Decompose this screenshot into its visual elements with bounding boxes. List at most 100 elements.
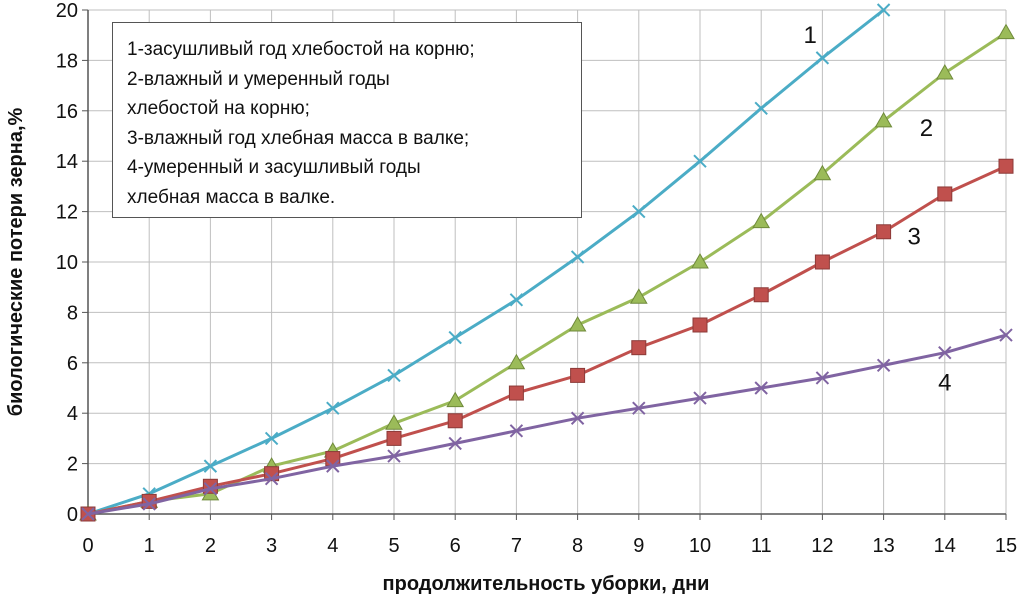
data-point bbox=[876, 358, 891, 373]
x-tick-label: 10 bbox=[689, 535, 711, 557]
data-point bbox=[507, 353, 526, 370]
y-tick-label: 14 bbox=[56, 151, 78, 173]
data-point bbox=[264, 472, 279, 486]
series-4 bbox=[81, 328, 1013, 521]
x-tick-label: 2 bbox=[205, 535, 216, 557]
series-labels: 1 2 3 4 bbox=[803, 22, 951, 397]
y-axis-label: биологические потери зерна,% bbox=[5, 107, 27, 416]
x-tick-label: 15 bbox=[995, 535, 1017, 557]
y-tick-label: 10 bbox=[56, 252, 78, 274]
data-point bbox=[999, 328, 1013, 342]
data-point bbox=[81, 507, 95, 521]
data-point bbox=[203, 482, 218, 496]
data-point bbox=[570, 367, 586, 383]
data-point bbox=[386, 430, 402, 446]
data-point bbox=[874, 111, 893, 128]
data-point bbox=[815, 51, 830, 65]
series-label-4: 4 bbox=[938, 370, 951, 397]
data-point bbox=[448, 436, 462, 451]
x-tick-label: 12 bbox=[811, 535, 833, 557]
series-3 bbox=[80, 158, 1014, 522]
x-tick-label: 3 bbox=[266, 535, 277, 557]
legend-line: хлебостой на корню; bbox=[127, 98, 310, 119]
data-point bbox=[570, 250, 585, 264]
data-point bbox=[754, 101, 768, 115]
legend-line: 3-влажный год хлебная масса в валке; bbox=[127, 127, 470, 149]
y-tick-label: 0 bbox=[67, 504, 78, 526]
y-tick-label: 16 bbox=[56, 101, 78, 123]
data-point bbox=[203, 459, 218, 473]
x-tick-label: 0 bbox=[82, 535, 93, 557]
x-tick-label: 11 bbox=[751, 535, 772, 557]
x-tick-label: 8 bbox=[572, 535, 583, 557]
data-point bbox=[998, 158, 1014, 174]
series-line-4 bbox=[87, 333, 1007, 516]
data-point bbox=[876, 224, 892, 240]
data-point bbox=[692, 317, 708, 333]
data-point bbox=[448, 330, 462, 345]
y-tick-label: 20 bbox=[56, 0, 78, 22]
data-point bbox=[508, 385, 524, 401]
x-tick-label: 6 bbox=[450, 535, 461, 557]
legend-line: хлебная масса в валке. bbox=[127, 186, 336, 208]
series-label-3: 3 bbox=[908, 223, 921, 250]
x-tick-label: 13 bbox=[872, 535, 894, 557]
data-point bbox=[691, 252, 709, 269]
legend-line: 4-умеренный и засушливый годы bbox=[127, 157, 421, 178]
data-point bbox=[813, 164, 832, 181]
data-point bbox=[326, 401, 340, 415]
data-point bbox=[632, 204, 646, 219]
data-point bbox=[752, 212, 771, 229]
series-line-3 bbox=[87, 164, 1007, 516]
y-tick-label: 18 bbox=[56, 50, 78, 72]
data-point bbox=[938, 346, 952, 360]
data-point bbox=[509, 424, 524, 438]
y-tick-label: 12 bbox=[56, 202, 78, 224]
x-tick-labels: 0 1 2 3 4 5 6 7 8 9 10 11 12 13 14 15 bbox=[82, 535, 1017, 557]
data-point bbox=[446, 391, 465, 408]
y-tick-label: 2 bbox=[67, 454, 78, 476]
data-point bbox=[997, 23, 1015, 40]
data-point bbox=[937, 186, 953, 202]
data-point bbox=[631, 340, 647, 356]
data-point bbox=[693, 391, 707, 405]
data-point bbox=[326, 459, 340, 473]
data-point bbox=[142, 497, 156, 511]
data-point bbox=[570, 411, 585, 425]
data-point bbox=[814, 254, 830, 270]
x-tick-label: 1 bbox=[144, 535, 155, 557]
data-point bbox=[632, 401, 646, 415]
data-point bbox=[815, 371, 830, 385]
data-point bbox=[753, 287, 769, 303]
data-point bbox=[754, 381, 768, 395]
data-point bbox=[387, 449, 401, 463]
data-point bbox=[629, 288, 648, 304]
y-tick-labels: 0 2 4 6 8 10 12 14 16 18 20 bbox=[56, 0, 78, 526]
data-point bbox=[568, 315, 587, 332]
x-tick-label: 14 bbox=[934, 535, 956, 557]
axes bbox=[82, 9, 1007, 520]
data-point bbox=[447, 413, 463, 429]
data-point bbox=[509, 293, 524, 307]
series-line-1 bbox=[87, 8, 885, 516]
data-point bbox=[325, 451, 341, 467]
y-tick-label: 4 bbox=[67, 403, 78, 425]
data-point bbox=[876, 3, 891, 17]
x-tick-label: 4 bbox=[327, 535, 338, 557]
data-point bbox=[693, 154, 707, 168]
data-point bbox=[264, 431, 279, 446]
x-axis-label: продолжительность уборки, дни bbox=[383, 573, 710, 595]
y-tick-label: 6 bbox=[67, 353, 78, 375]
data-point bbox=[935, 63, 954, 80]
data-point bbox=[385, 414, 403, 430]
legend-line: 1-засушливый год хлебостой на корню; bbox=[127, 39, 475, 60]
data-point bbox=[387, 368, 401, 383]
x-tick-label: 7 bbox=[511, 535, 522, 557]
series-label-1: 1 bbox=[803, 22, 816, 49]
series-label-2: 2 bbox=[920, 115, 933, 142]
series-group bbox=[79, 3, 1015, 522]
legend: 1-засушливый год хлебостой на корню; 2-в… bbox=[112, 22, 582, 218]
legend-line: 2-влажный и умеренный годы bbox=[127, 68, 390, 90]
y-tick-label: 8 bbox=[67, 302, 78, 324]
